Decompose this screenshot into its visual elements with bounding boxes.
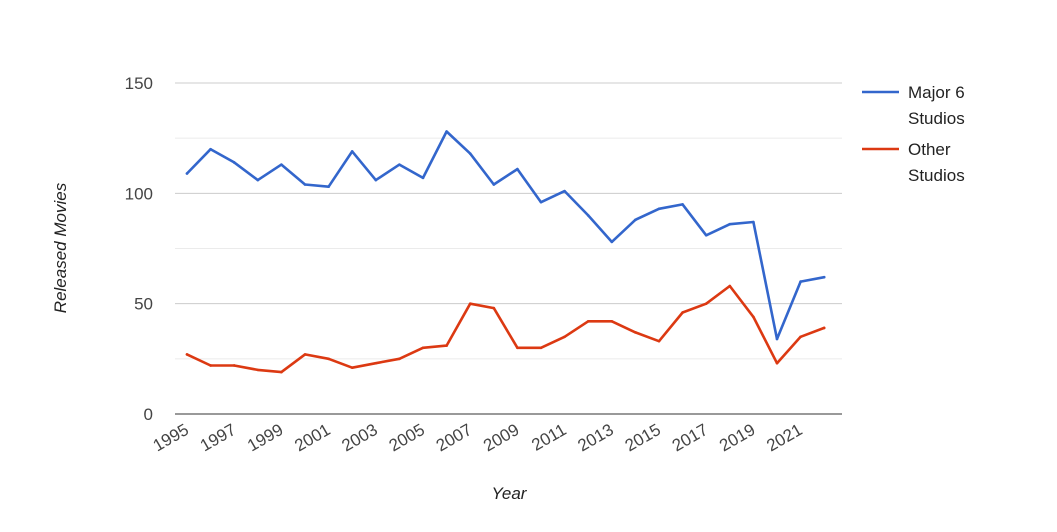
legend-label: Other xyxy=(908,140,951,159)
x-tick-label: 2009 xyxy=(480,420,522,455)
data-point xyxy=(822,275,826,279)
data-point xyxy=(421,176,425,180)
data-point xyxy=(421,346,425,350)
data-point xyxy=(232,161,236,164)
legend: Major 6 Studios Other Studios xyxy=(862,83,965,185)
data-point xyxy=(704,302,708,305)
x-tick-label: 2011 xyxy=(528,420,569,455)
series-lines xyxy=(185,130,826,374)
data-point xyxy=(350,150,354,153)
data-point xyxy=(728,222,732,226)
x-tick-label: 2021 xyxy=(763,420,805,455)
data-point xyxy=(799,280,802,283)
data-point xyxy=(681,203,684,206)
data-point xyxy=(398,357,401,361)
y-axis-title: Released Movies xyxy=(51,182,70,313)
data-point xyxy=(586,214,590,217)
data-point xyxy=(256,368,260,372)
data-point xyxy=(398,163,401,166)
data-point xyxy=(610,240,614,244)
data-point xyxy=(752,220,755,224)
series-line-2 xyxy=(185,284,826,374)
data-point xyxy=(586,320,590,323)
data-point xyxy=(610,320,614,323)
data-point xyxy=(563,335,566,339)
data-point xyxy=(516,346,519,350)
y-tick-label: 100 xyxy=(125,184,153,203)
data-point xyxy=(634,218,637,222)
data-point xyxy=(303,353,307,356)
data-point xyxy=(445,344,448,347)
x-tick-label: 1995 xyxy=(150,420,192,455)
data-point xyxy=(303,183,307,186)
x-tick-label: 2013 xyxy=(575,420,617,455)
data-point xyxy=(492,306,496,310)
data-point xyxy=(657,207,661,211)
x-tick-label: 2007 xyxy=(433,420,475,455)
x-tick-label: 2003 xyxy=(339,420,381,455)
legend-label: Studios xyxy=(908,109,965,128)
data-point xyxy=(563,189,566,193)
legend-label: Studios xyxy=(908,166,965,185)
x-tick-label: 1997 xyxy=(197,420,239,455)
data-point xyxy=(775,361,779,365)
data-point xyxy=(280,370,283,374)
x-tick-label: 2019 xyxy=(716,420,758,455)
data-point xyxy=(799,335,802,339)
data-point xyxy=(445,130,448,133)
data-point xyxy=(350,366,354,369)
data-point xyxy=(209,364,212,367)
data-point xyxy=(185,172,189,175)
x-axis-title: Year xyxy=(492,484,528,503)
data-point xyxy=(374,361,378,365)
data-point xyxy=(704,233,708,237)
data-point xyxy=(327,357,330,361)
data-point xyxy=(822,326,826,330)
x-tick-label: 2017 xyxy=(669,420,711,455)
data-point xyxy=(256,178,260,182)
data-point xyxy=(327,185,330,189)
x-tick-label: 2001 xyxy=(291,420,333,455)
data-point xyxy=(280,163,283,166)
data-point xyxy=(232,364,236,367)
data-point xyxy=(492,183,496,186)
x-tick-label: 1999 xyxy=(244,420,286,455)
data-point xyxy=(539,200,543,204)
gridlines xyxy=(175,82,842,360)
data-point xyxy=(539,346,543,350)
data-point xyxy=(634,331,637,334)
data-point xyxy=(681,311,684,314)
data-point xyxy=(516,167,519,171)
data-point xyxy=(209,147,212,151)
series-line-1 xyxy=(185,130,826,341)
y-tick-label: 50 xyxy=(134,295,153,314)
data-point xyxy=(728,284,732,288)
data-point xyxy=(468,302,472,305)
x-tick-label: 2005 xyxy=(386,420,428,455)
data-point xyxy=(657,339,661,343)
y-tick-label: 150 xyxy=(125,74,153,93)
data-point xyxy=(775,337,779,341)
data-point xyxy=(185,353,189,356)
data-point xyxy=(374,178,378,182)
data-point xyxy=(468,152,472,155)
x-tick-label: 2015 xyxy=(622,420,664,455)
y-tick-label: 0 xyxy=(144,405,153,424)
axes: 0 50 100 150 1995 1997 1999 2001 2003 2005 2007 200… xyxy=(125,74,842,455)
legend-label: Major 6 xyxy=(908,83,965,102)
data-point xyxy=(752,315,755,319)
